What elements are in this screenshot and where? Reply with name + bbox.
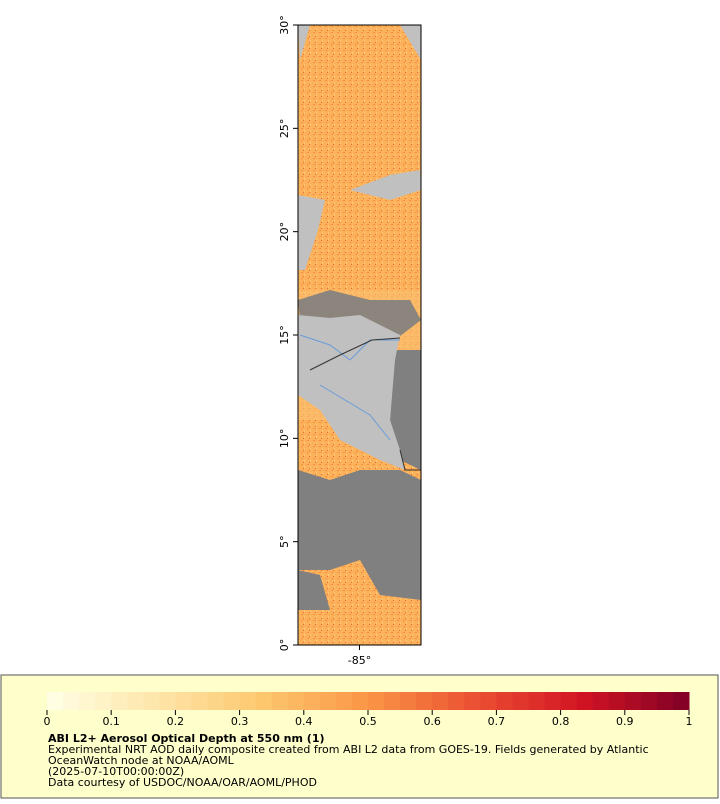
colorbar-step: [351, 692, 369, 710]
map-image: [298, 25, 421, 645]
colorbar-step: [47, 692, 64, 710]
colorbar-step: [287, 692, 305, 710]
colorbar-step: [512, 692, 529, 710]
map-axes: 0° 5° 10° 15° 20° 25° 30° -85°: [278, 15, 371, 667]
colorbar-tick-label: 0.8: [552, 715, 570, 728]
colorbar-tick-label: 0.6: [423, 715, 441, 728]
colorbar-step: [624, 692, 642, 710]
colorbar-step: [143, 692, 160, 710]
colorbar-tick-label: 0.7: [488, 715, 506, 728]
colorbar-step: [63, 692, 80, 710]
legend-line: Data courtesy of USDOC/NOAA/OAR/AOML/PHO…: [48, 776, 317, 789]
colorbar-step: [335, 692, 353, 710]
colorbar-step: [416, 692, 433, 710]
colorbar-tick-label: 1: [686, 715, 693, 728]
colorbar-tick-label: 0.4: [295, 715, 313, 728]
colorbar-step: [448, 692, 465, 710]
lon-tick-label: -85°: [348, 654, 371, 667]
colorbar-step: [255, 692, 273, 710]
colorbar-tick-label: 0.9: [616, 715, 634, 728]
colorbar-step: [319, 692, 337, 710]
colorbar-step: [207, 692, 225, 710]
colorbar-step: [127, 692, 144, 710]
colorbar-tick-label: 0.2: [167, 715, 185, 728]
colorbar-step: [432, 692, 449, 710]
colorbar-step: [368, 692, 385, 710]
colorbar-tick-label: 0.3: [231, 715, 249, 728]
legend-line: OceanWatch node at NOAA/AOML: [48, 754, 235, 767]
lat-tick-label: 15°: [278, 325, 291, 345]
legend-line: Experimental NRT AOD daily composite cre…: [48, 743, 649, 756]
colorbar-tick-label: 0.1: [102, 715, 120, 728]
colorbar-step: [656, 692, 674, 710]
legend-line: (2025-07-10T00:00:00Z): [48, 765, 184, 778]
colorbar-step: [111, 692, 128, 710]
lat-tick-label: 10°: [278, 429, 291, 449]
colorbar-step: [223, 692, 241, 710]
colorbar-step: [560, 692, 578, 710]
legend-title: ABI L2+ Aerosol Optical Depth at 550 nm …: [48, 732, 325, 745]
lat-tick-label: 5°: [278, 535, 291, 548]
colorbar-step: [400, 692, 417, 710]
colorbar-step: [672, 692, 690, 710]
lat-tick-label: 0°: [278, 639, 291, 652]
colorbar-step: [592, 692, 610, 710]
colorbar-tick-label: 0: [44, 715, 51, 728]
colorbar-tick-label: 0.5: [359, 715, 377, 728]
lat-tick-label: 20°: [278, 222, 291, 242]
colorbar: 0 0.1 0.2 0.3 0.4 0.5 0.6 0.7 0.8 0.9 1: [44, 692, 693, 728]
colorbar-step: [159, 692, 176, 710]
lat-tick-label: 30°: [278, 15, 291, 35]
colorbar-step: [480, 692, 497, 710]
colorbar-step: [175, 692, 192, 710]
colorbar-step: [608, 692, 626, 710]
colorbar-step: [191, 692, 208, 710]
colorbar-step: [384, 692, 401, 710]
colorbar-step: [528, 692, 546, 710]
colorbar-step: [239, 692, 257, 710]
colorbar-step: [464, 692, 481, 710]
colorbar-step: [640, 692, 658, 710]
colorbar-step: [79, 692, 96, 710]
colorbar-step: [95, 692, 112, 710]
colorbar-step: [271, 692, 289, 710]
colorbar-step: [303, 692, 321, 710]
lat-tick-label: 25°: [278, 119, 291, 139]
colorbar-step: [576, 692, 594, 710]
colorbar-step: [544, 692, 562, 710]
colorbar-step: [496, 692, 513, 710]
